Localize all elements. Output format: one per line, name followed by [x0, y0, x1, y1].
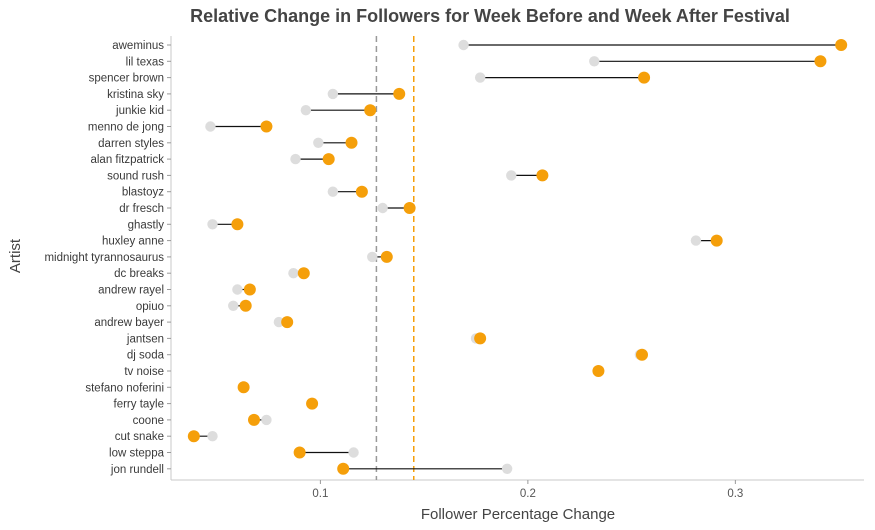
after-point: [710, 234, 723, 247]
before-point: [288, 268, 299, 279]
before-point: [501, 463, 513, 474]
x-tick-label: 0.2: [520, 488, 536, 500]
plot-area: 0.1 0.2 0.3 aweminus lil texas spencer brown k…: [44, 36, 864, 500]
x-tick-label: 0.3: [727, 488, 743, 500]
y-tick-label: alan fitzpatrick: [90, 154, 164, 166]
after-point: [322, 153, 335, 166]
before-point: [290, 153, 301, 165]
after-point: [835, 39, 848, 51]
before-point: [474, 72, 486, 83]
before-point: [313, 137, 324, 148]
before-point: [458, 39, 469, 51]
y-tick-label: opiuo: [136, 301, 164, 313]
y-tick-label: tv noise: [124, 366, 164, 378]
before-point: [261, 414, 272, 426]
after-point: [364, 104, 377, 117]
y-tick-label: aweminus: [112, 40, 164, 52]
after-point: [474, 332, 487, 345]
y-tick-label: ferry tayle: [114, 399, 165, 411]
before-point: [273, 316, 285, 328]
after-point: [231, 218, 244, 231]
y-tick-label: darren styles: [98, 138, 164, 150]
after-point: [536, 169, 549, 182]
before-point: [377, 202, 388, 214]
before-point: [690, 235, 702, 246]
y-tick-label: cut snake: [115, 431, 164, 443]
y-tick-label: spencer brown: [89, 73, 164, 85]
y-tick-label: dr fresch: [119, 203, 164, 215]
x-axis-title: Follower Percentage Change: [421, 506, 615, 523]
y-tick-label: menno de jong: [88, 122, 164, 134]
after-point: [592, 365, 605, 377]
y-tick-label: lil texas: [126, 56, 165, 68]
y-tick-label: coone: [133, 415, 164, 427]
before-point: [207, 431, 218, 442]
after-point: [237, 381, 250, 394]
y-tick-label: low steppa: [109, 448, 165, 460]
y-tick-label: kristina sky: [107, 89, 164, 101]
y-tick-label: stefano noferini: [85, 382, 164, 394]
after-point: [243, 283, 256, 296]
y-tick-label: andrew bayer: [94, 317, 164, 329]
y-tick-label: dj soda: [127, 350, 165, 362]
after-point: [293, 446, 306, 459]
before-point: [506, 170, 517, 181]
after-point: [306, 397, 319, 410]
before-point: [367, 251, 378, 263]
after-point: [380, 250, 393, 263]
after-point: [635, 348, 648, 361]
after-point: [187, 430, 200, 443]
after-point: [638, 71, 651, 84]
before-point: [327, 186, 339, 197]
after-point: [297, 267, 310, 280]
chart-title: Relative Change in Followers for Week Be…: [190, 6, 790, 26]
before-point: [327, 88, 339, 100]
after-point: [393, 87, 406, 100]
y-tick-label: junkie kid: [115, 105, 164, 117]
after-point: [247, 413, 260, 426]
x-tick-label: 0.1: [312, 488, 328, 500]
before-point: [348, 447, 359, 458]
after-point: [403, 202, 416, 214]
before-point: [589, 56, 600, 67]
y-tick-label: huxley anne: [102, 236, 164, 248]
before-point: [300, 105, 312, 116]
after-point: [355, 185, 368, 198]
before-point: [205, 121, 216, 132]
after-point: [239, 299, 252, 312]
after-point: [345, 136, 358, 149]
y-tick-label: blastoyz: [122, 187, 164, 199]
y-tick-label: jon rundell: [110, 464, 164, 476]
y-tick-label: andrew rayel: [98, 285, 164, 297]
y-tick-label: dc breaks: [114, 268, 164, 280]
before-point: [207, 219, 218, 230]
after-point: [337, 462, 350, 475]
after-point: [260, 120, 273, 133]
y-tick-label: jantsen: [126, 333, 164, 345]
after-point: [814, 55, 827, 68]
y-axis-title: Artist: [7, 238, 24, 273]
y-tick-label: ghastly: [128, 219, 165, 231]
before-point: [232, 284, 243, 295]
before-point: [228, 300, 239, 311]
after-point: [281, 316, 294, 329]
y-tick-label: midnight tyrannosaurus: [44, 252, 164, 264]
y-tick-label: sound rush: [107, 170, 164, 182]
